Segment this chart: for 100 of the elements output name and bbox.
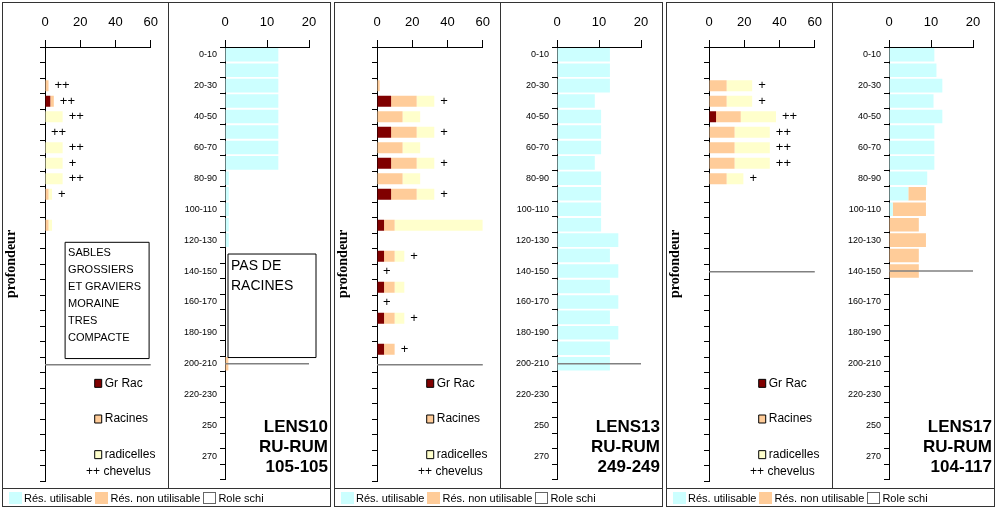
x-tick-label: 20 [737,13,752,29]
bar [394,281,405,293]
bar [557,279,610,294]
x-tick-label: 10 [591,13,607,29]
x-tick-label: 10 [259,13,275,29]
bar [557,356,610,371]
y-axis-title: profondeur [335,229,351,299]
bar [45,173,63,185]
x-tick-label: 20 [405,13,420,29]
y-tick-label: 0-10 [198,49,217,60]
x-tick-label: 20 [301,13,317,29]
y-tick-label: 80-90 [525,172,549,183]
bar [225,140,279,155]
x-tick-label: 40 [108,13,123,29]
legend-label: Rés. utilisable [24,491,93,504]
bar [394,250,405,262]
bar [377,281,385,293]
bar [225,94,279,108]
y-tick-label: 140-150 [515,265,549,276]
x-tick-label: 0 [885,13,893,29]
bar [45,80,49,92]
bar [726,173,744,185]
data-label: ++ [775,123,792,139]
y-tick-label: 160-170 [515,296,549,307]
x-tick-label: 0 [373,13,381,29]
bar [709,95,727,107]
bar [45,111,63,123]
bar [889,171,928,186]
bar [225,78,279,93]
data-label: ++ [68,108,84,124]
bar [726,80,753,92]
y-tick-label: 120-130 [515,234,549,245]
bar [377,219,385,231]
x-tick-label: 60 [475,13,490,29]
bar [225,233,229,247]
text: LENS17 RU-RUM 104-117 [923,417,992,477]
data-label: + [440,154,448,170]
y-tick-label: 40-50 [193,111,217,122]
bar [889,109,943,124]
y-tick-label: 0-10 [862,49,881,60]
bar [394,312,405,324]
x-tick-label: 60 [807,13,822,29]
y-tick-label: 270 [533,450,549,461]
y-tick-label: 160-170 [847,296,881,307]
bar [709,80,727,92]
bar [889,94,934,108]
data-label: + [58,185,66,201]
y-tick-label: 20-30 [525,80,549,91]
text: + [383,263,391,279]
annotation: ++ chevelus [418,464,483,479]
bar [557,109,602,124]
x-tick-label: 0 [553,13,561,29]
y-tick-label: 140-150 [847,265,881,276]
bar [391,95,417,107]
annotation: SABLES GROSSIERS ET GRAVIERS MORAINE TRES COMPACTE [68,245,142,343]
bar [45,142,63,154]
legend-label: Racines [436,411,481,426]
data-label: + [758,92,766,108]
bar [709,173,727,185]
legend-label: Racines [768,411,813,426]
y-tick-label: 40-50 [525,111,549,122]
bar [45,157,63,169]
legend-label: Gr Rac [436,375,475,390]
data-label: + [758,77,766,93]
bar [45,188,49,200]
data-label: ++ [68,170,84,186]
y-tick-label: 80-90 [193,172,217,183]
bar [377,95,392,107]
bar [225,109,279,124]
data-label: ++ [775,154,792,170]
bar [557,94,595,108]
bar [416,126,435,138]
legend-label: Racines [104,411,149,426]
legend-label: Rés. utilisable [688,491,757,504]
bar [889,125,935,139]
x-tick-label: 20 [965,13,981,29]
bar [384,343,395,355]
bar [377,80,380,92]
bar [225,125,279,139]
y-tick-label: 20-30 [857,80,881,91]
legend-label: Rés. non utilisable [442,491,533,504]
bar [391,126,417,138]
bar [377,157,392,169]
bar [416,157,435,169]
text: ++ [54,77,70,93]
bar [384,281,395,293]
bar [889,140,935,155]
bar [416,188,435,200]
y-tick-label: 100-110 [848,203,881,214]
bar [709,111,717,123]
y-tick-label: 270 [201,450,217,461]
x-tick-label: 0 [705,13,713,29]
bar [889,156,935,170]
x-tick-label: 10 [923,13,939,29]
bar [225,156,279,170]
bar [377,126,392,138]
y-tick-label: 180-190 [847,327,881,338]
data-label: + [410,309,418,325]
y-tick-label: 220-230 [515,389,549,400]
y-tick-label: 180-190 [515,327,549,338]
